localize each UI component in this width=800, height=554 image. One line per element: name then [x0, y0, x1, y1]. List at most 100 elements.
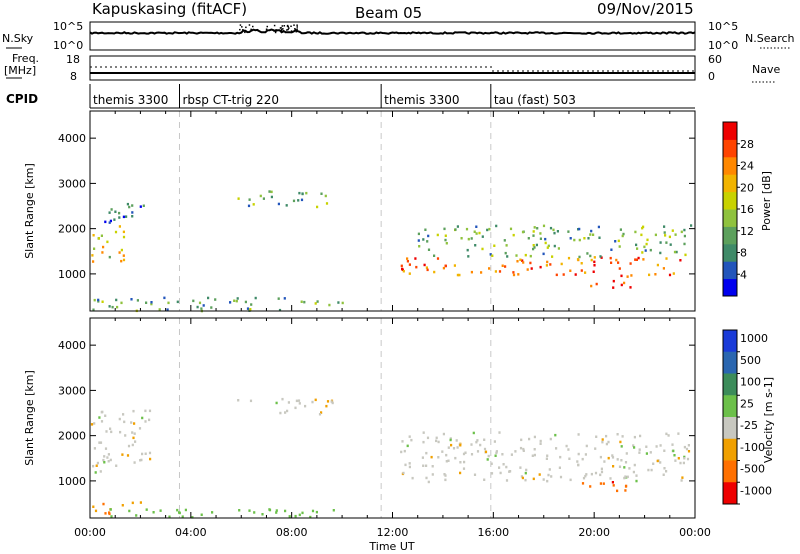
- heatmap-cell: [674, 459, 677, 462]
- heatmap-cell: [422, 431, 425, 434]
- heatmap-cell: [590, 258, 593, 262]
- heatmap-cell: [638, 448, 641, 451]
- heatmap-cell: [142, 204, 145, 207]
- heatmap-cell: [580, 269, 583, 272]
- heatmap-cell: [582, 476, 586, 480]
- heatmap-cell: [235, 299, 238, 303]
- heatmap-cell: [538, 473, 541, 476]
- heatmap-cell: [558, 466, 561, 469]
- heatmap-cell: [422, 238, 425, 241]
- heatmap-cell: [288, 515, 291, 518]
- heatmap-cell: [121, 504, 124, 507]
- heatmap-cell: [504, 265, 507, 268]
- y-tick-label: 3000: [58, 177, 86, 190]
- heatmap-cell: [546, 479, 549, 483]
- heatmap-cell: [97, 298, 100, 302]
- heatmap-cell: [576, 460, 579, 463]
- heatmap-cell: [488, 227, 491, 231]
- nsearch-point: [239, 24, 242, 26]
- velocity-x-axis: [89, 318, 696, 518]
- heatmap-cell: [625, 452, 628, 455]
- heatmap-cell: [626, 275, 629, 278]
- heatmap-cell: [472, 431, 475, 435]
- heatmap-cell: [166, 308, 169, 311]
- heatmap-cell: [681, 476, 684, 479]
- heatmap-cell: [519, 466, 522, 469]
- heatmap-cell: [668, 273, 672, 277]
- heatmap-cell: [298, 191, 301, 195]
- heatmap-cell: [248, 198, 251, 201]
- heatmap-cell: [295, 399, 298, 403]
- heatmap-cell: [645, 445, 648, 448]
- heatmap-cell: [444, 478, 447, 482]
- heatmap-cell: [427, 234, 430, 238]
- freq-panel: Freq. [MHz] 18 8 60 0 Nave: [4, 52, 780, 83]
- nsky-tick-bottom: 10^0: [53, 39, 83, 52]
- heatmap-cell: [246, 307, 250, 310]
- heatmap-cell: [254, 296, 257, 300]
- heatmap-cell: [493, 440, 496, 443]
- heatmap-cell: [592, 233, 595, 236]
- heatmap-cell: [499, 471, 502, 475]
- heatmap-cell: [196, 305, 199, 309]
- heatmap-cell: [554, 433, 557, 437]
- heatmap-cell: [125, 215, 128, 218]
- heatmap-cell: [120, 301, 123, 305]
- heatmap-cell: [623, 466, 626, 469]
- nsearch-point: [280, 29, 282, 32]
- heatmap-cell: [576, 258, 580, 261]
- heatmap-cell: [435, 436, 438, 440]
- heatmap-cell: [637, 256, 640, 260]
- heatmap-cell: [680, 230, 683, 234]
- heatmap-cell: [595, 282, 598, 286]
- heatmap-cell: [599, 255, 602, 258]
- heatmap-cell: [510, 453, 513, 456]
- heatmap-cell: [672, 272, 675, 275]
- x-tick-label: 12:00: [377, 526, 409, 539]
- heatmap-cell: [141, 452, 144, 456]
- heatmap-cell: [176, 508, 179, 512]
- heatmap-cell: [682, 461, 685, 465]
- heatmap-cell: [599, 455, 602, 459]
- nsky-frame: [89, 21, 696, 51]
- colorbar-tick-label: 25: [740, 397, 754, 410]
- heatmap-cell: [124, 434, 127, 437]
- heatmap-cell: [425, 476, 428, 480]
- heatmap-cell: [304, 404, 307, 408]
- heatmap-cell: [562, 273, 565, 276]
- heatmap-cell: [665, 257, 668, 260]
- colorbar-swatch: [723, 139, 737, 158]
- heatmap-cell: [520, 438, 523, 442]
- heatmap-cell: [458, 273, 461, 277]
- heatmap-cell: [548, 468, 551, 471]
- heatmap-cell: [102, 502, 105, 506]
- heatmap-cell: [663, 225, 666, 228]
- heatmap-cell: [663, 231, 666, 234]
- heatmap-cell: [259, 194, 262, 198]
- heatmap-cell: [542, 252, 545, 256]
- heatmap-cell: [278, 308, 282, 312]
- heatmap-cell: [539, 237, 542, 240]
- heatmap-cell: [100, 420, 104, 423]
- heatmap-cell: [656, 459, 659, 463]
- heatmap-cell: [641, 226, 644, 230]
- heatmap-cell: [97, 300, 100, 303]
- cpid-row: CPID themis 3300 rbsp CT-trig 220 themis 3…: [6, 84, 695, 109]
- heatmap-cell: [514, 450, 517, 453]
- heatmap-cell: [512, 271, 515, 274]
- heatmap-cell: [298, 402, 301, 405]
- heatmap-cell: [545, 457, 548, 460]
- colorbar-swatch: [723, 395, 737, 418]
- heatmap-cell: [671, 443, 674, 446]
- heatmap-cell: [92, 260, 95, 263]
- heatmap-cell: [122, 235, 126, 239]
- heatmap-cell: [638, 451, 641, 454]
- heatmap-cell: [414, 257, 417, 260]
- x-tick-label: 08:00: [276, 526, 308, 539]
- heatmap-cell: [529, 261, 532, 265]
- heatmap-cell: [577, 463, 580, 467]
- heatmap-cell: [685, 447, 689, 451]
- heatmap-cell: [520, 475, 523, 478]
- heatmap-cell: [110, 430, 113, 434]
- heatmap-cell: [539, 232, 542, 235]
